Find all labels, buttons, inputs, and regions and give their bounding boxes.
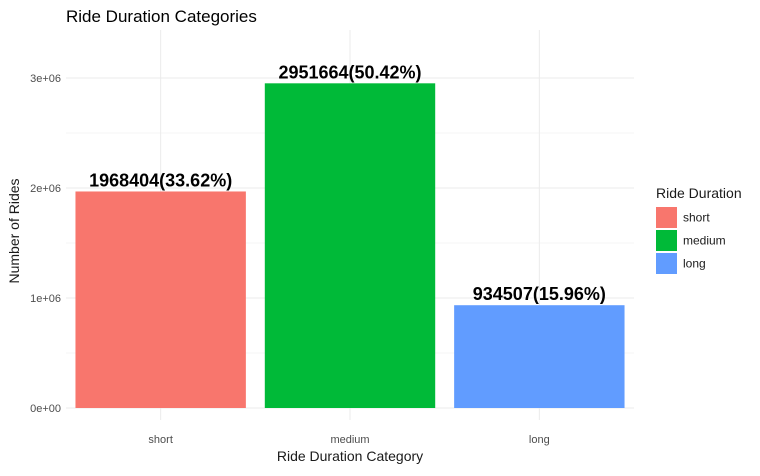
x-axis-ticks: short medium long: [148, 434, 549, 446]
legend-key-long: [656, 253, 677, 274]
bar-medium: [264, 83, 436, 409]
bars: [75, 83, 625, 409]
x-axis-title: Ride Duration Category: [277, 448, 423, 464]
chart-title: Ride Duration Categories: [66, 7, 257, 26]
x-tick-label-long: long: [529, 434, 550, 446]
legend-title: Ride Duration: [656, 185, 742, 201]
bar-data-label-medium: 2951664(50.42%): [278, 62, 421, 82]
legend-key-medium: [656, 230, 677, 251]
y-axis-title: Number of Rides: [6, 178, 22, 283]
bar-long: [454, 305, 625, 408]
legend-label-long: long: [683, 257, 706, 271]
legend: Ride Duration short medium long: [656, 185, 742, 274]
y-axis-ticks: 0e+00 1e+06 2e+06 3e+06: [30, 73, 61, 415]
x-tick-label-short: short: [148, 434, 172, 446]
y-tick-label: 0e+00: [30, 403, 61, 415]
legend-label-short: short: [683, 211, 710, 225]
legend-label-medium: medium: [683, 234, 726, 248]
x-tick-label-medium: medium: [330, 434, 369, 446]
bar-data-label-short: 1968404(33.62%): [89, 170, 232, 190]
bar-short: [75, 191, 246, 408]
bar-data-label-long: 934507(15.96%): [473, 284, 606, 304]
legend-key-short: [656, 207, 677, 228]
y-tick-label: 3e+06: [30, 73, 61, 85]
y-tick-label: 2e+06: [30, 183, 61, 195]
bar-data-labels: 1968404(33.62%) 2951664(50.42%) 934507(15.…: [89, 62, 606, 304]
y-tick-label: 1e+06: [30, 293, 61, 305]
